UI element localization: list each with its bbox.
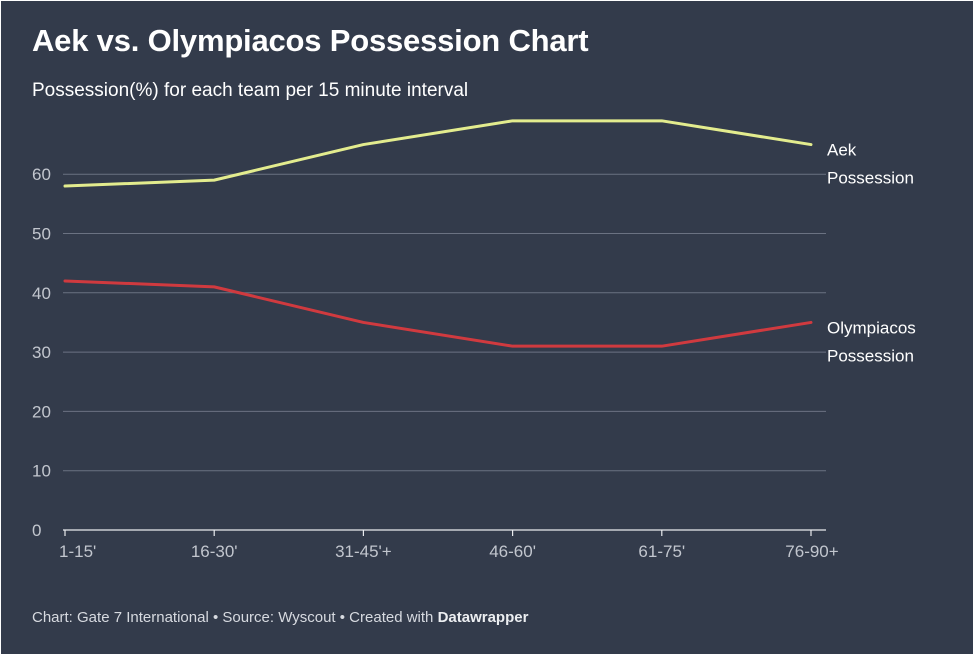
y-tick-label-20: 20 bbox=[32, 402, 51, 421]
x-tick-label-2: 31-45'+ bbox=[335, 542, 392, 561]
x-tick-label-4: 61-75' bbox=[638, 542, 685, 561]
series-line-0 bbox=[63, 119, 813, 188]
series-label-1-line-1: Possession bbox=[827, 346, 914, 365]
x-tick-label-0: 1-15' bbox=[59, 542, 96, 561]
chart-footer: Chart: Gate 7 International • Source: Wy… bbox=[32, 609, 528, 626]
footer-credits: Chart: Gate 7 International • Source: Wy… bbox=[32, 609, 438, 626]
line-chart: 0 10 20 30 40 50 60 1-15' 16-30' 31-45'+ 46-60' 61-… bbox=[32, 119, 916, 561]
y-tick-label-0: 0 bbox=[32, 521, 41, 540]
chart-title: Aek vs. Olympiacos Possession Chart bbox=[32, 23, 589, 58]
y-tick-label-10: 10 bbox=[32, 462, 51, 481]
y-tick-label-50: 50 bbox=[32, 225, 51, 244]
x-tick-label-5: 76-90+ bbox=[785, 542, 838, 561]
series-line-1 bbox=[63, 279, 813, 348]
chart-subtitle: Possession(%) for each team per 15 minut… bbox=[32, 80, 469, 101]
footer-brand: Datawrapper bbox=[437, 609, 529, 626]
y-tick-label-60: 60 bbox=[32, 165, 51, 184]
x-tick-label-3: 46-60' bbox=[489, 542, 536, 561]
series-label-1-line-0: Olympiacos bbox=[827, 318, 916, 337]
series-label-0-line-0: Aek bbox=[827, 141, 857, 160]
y-tick-label-30: 30 bbox=[32, 343, 51, 362]
series-label-0-line-1: Possession bbox=[827, 169, 914, 188]
y-tick-label-40: 40 bbox=[32, 284, 51, 303]
x-tick-label-1: 16-30' bbox=[191, 542, 238, 561]
